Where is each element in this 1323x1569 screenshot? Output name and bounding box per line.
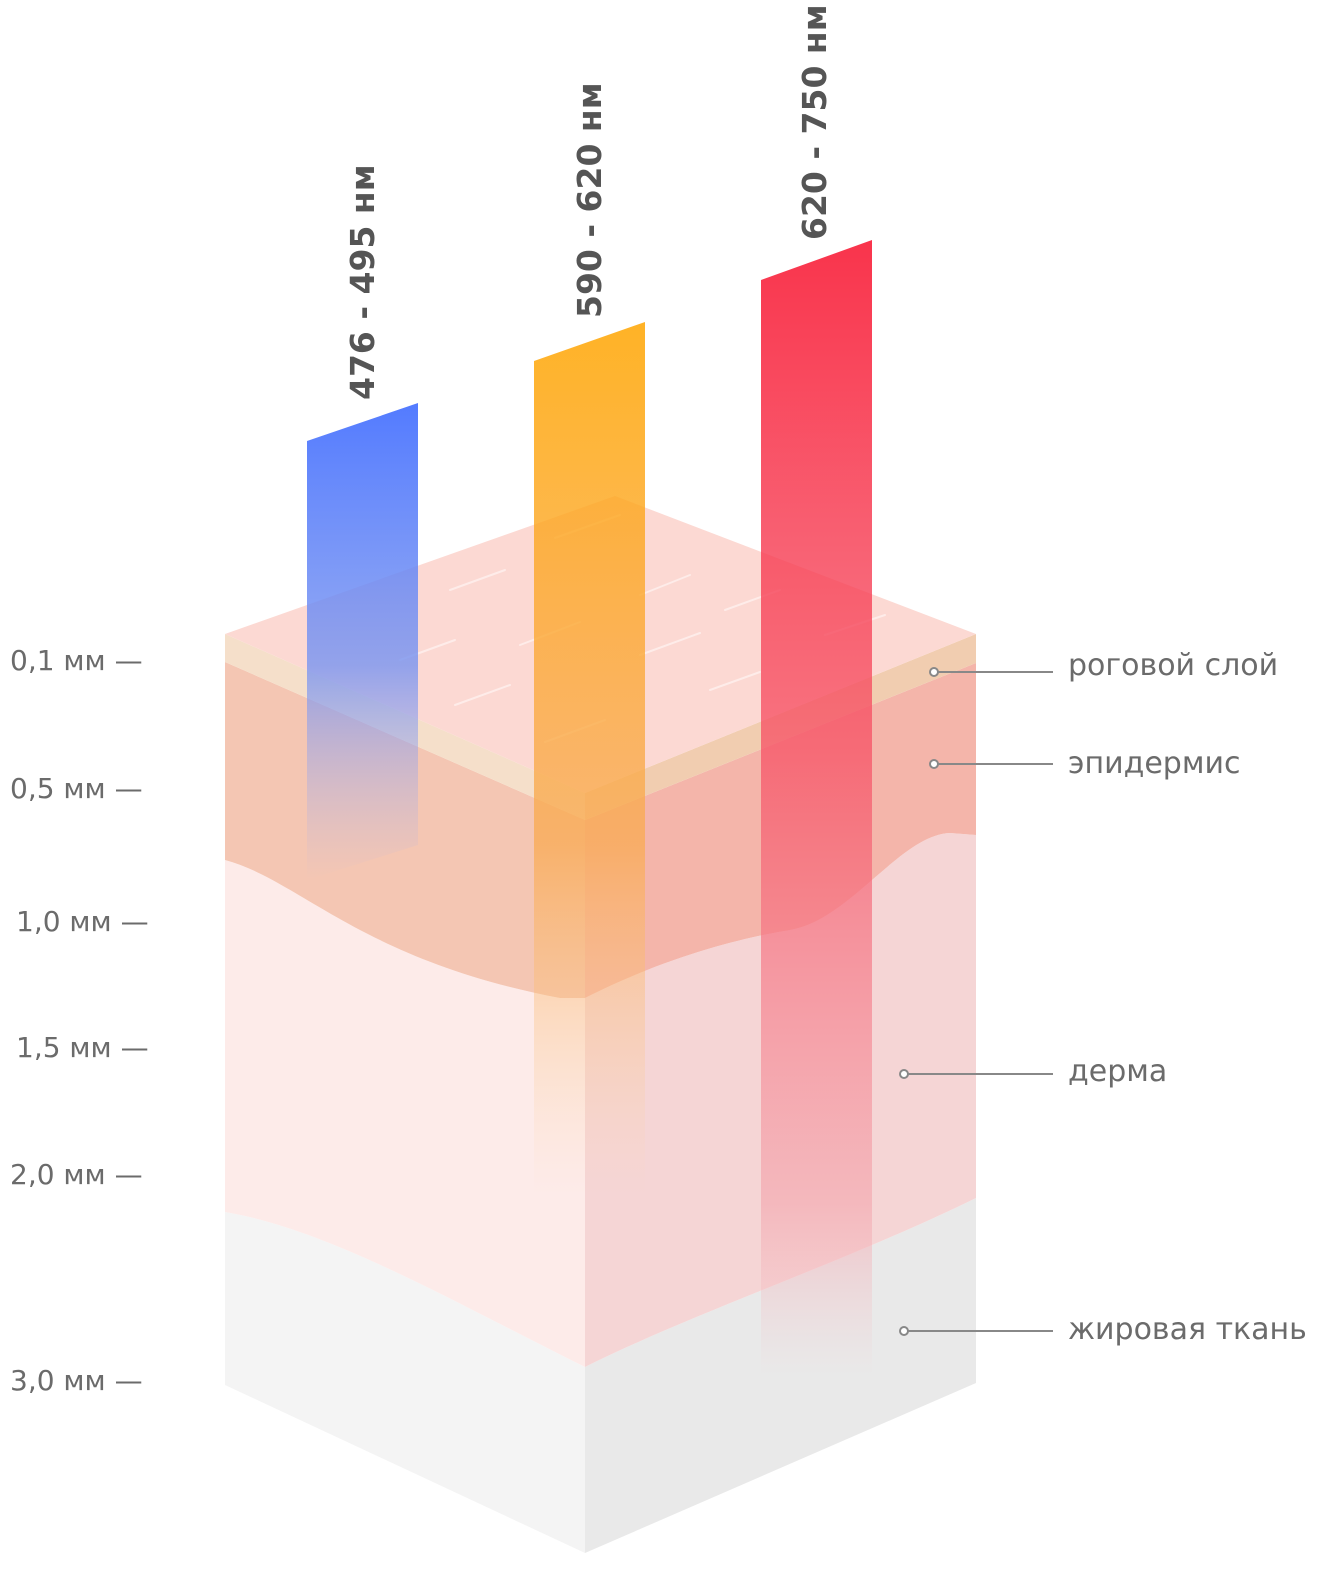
fat-layer bbox=[225, 1198, 976, 1553]
layer-label-stratum-corneum: роговой слой bbox=[1068, 648, 1279, 683]
depth-label-0-1mm: 0,1 мм — bbox=[10, 644, 143, 677]
depth-label-1-5mm: 1,5 мм — bbox=[16, 1031, 149, 1064]
wavelength-label-blue: 476 - 495 нм bbox=[343, 164, 382, 400]
layer-label-dermis: дерма bbox=[1068, 1054, 1168, 1089]
red-light-beam bbox=[761, 240, 872, 1375]
depth-label-1-0mm: 1,0 мм — bbox=[16, 905, 149, 938]
orange-light-beam bbox=[534, 322, 645, 1195]
depth-label-2-0mm: 2,0 мм — bbox=[10, 1158, 143, 1191]
layer-label-epidermis: эпидермис bbox=[1068, 746, 1241, 781]
wavelength-label-red: 620 - 750 нм bbox=[795, 4, 834, 240]
blue-light-beam bbox=[307, 403, 418, 880]
wavelength-label-orange: 590 - 620 нм bbox=[570, 82, 609, 318]
layer-label-fat-tissue: жировая ткань bbox=[1068, 1312, 1307, 1347]
layer-leader-lines bbox=[899, 667, 1053, 1336]
depth-label-0-5mm: 0,5 мм — bbox=[10, 772, 143, 805]
depth-label-3-0mm: 3,0 мм — bbox=[10, 1364, 143, 1397]
